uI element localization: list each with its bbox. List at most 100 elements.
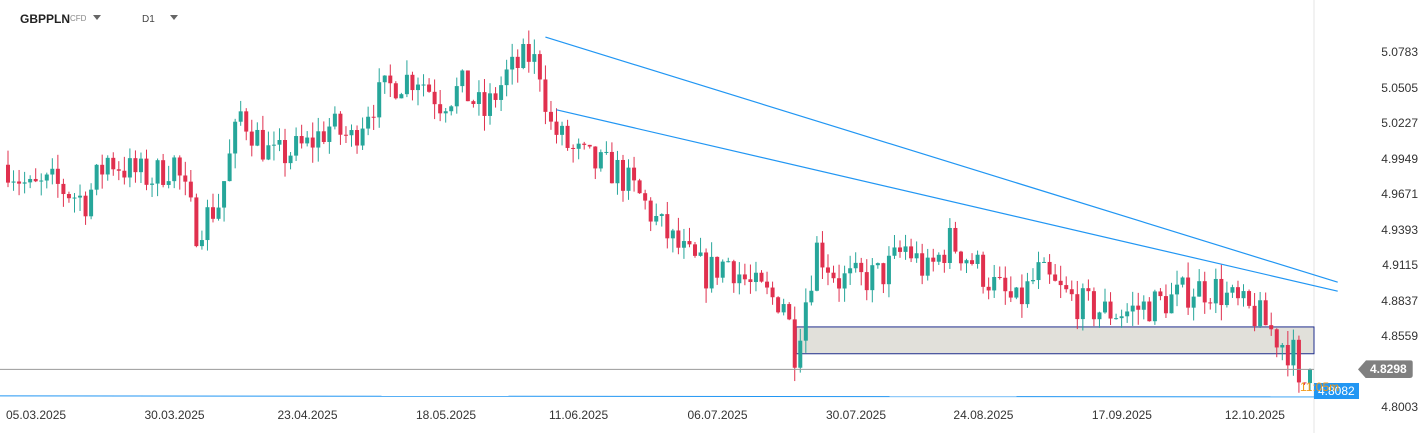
- candle-body: [521, 44, 526, 69]
- candle-body: [1042, 261, 1047, 263]
- candle-body: [820, 242, 825, 268]
- candle-body: [831, 272, 836, 279]
- candle-body: [371, 116, 376, 118]
- candle-body: [1008, 291, 1013, 298]
- candle-body: [305, 137, 310, 144]
- candle-body: [615, 159, 620, 184]
- candle-body: [676, 230, 681, 248]
- x-tick-label: 30.07.2025: [825, 408, 887, 422]
- candle-body: [377, 82, 382, 118]
- candle-body: [859, 262, 864, 273]
- candle-body: [953, 227, 958, 252]
- candle-body: [1125, 311, 1130, 317]
- candle-body: [837, 278, 842, 289]
- candle-body: [427, 84, 432, 92]
- candle-body: [1180, 277, 1185, 285]
- candle-body: [704, 252, 709, 289]
- candle-body: [643, 193, 648, 201]
- candle-body: [825, 267, 830, 273]
- candle-body: [604, 151, 609, 153]
- trendline-2: [556, 109, 1338, 292]
- candle-body: [1274, 329, 1279, 348]
- candle-body: [598, 152, 603, 169]
- candle-body: [1302, 382, 1307, 384]
- candle-body: [382, 75, 387, 83]
- chevron-down-icon[interactable]: [170, 15, 178, 20]
- timeframe-label[interactable]: D1: [142, 14, 155, 25]
- candle-body: [1186, 277, 1191, 308]
- candle-body: [1152, 291, 1157, 322]
- candle-body: [803, 302, 808, 341]
- candle-body: [144, 158, 149, 185]
- x-tick-label: 24.08.2025: [953, 408, 1014, 422]
- candle-body: [920, 253, 925, 276]
- candle-body: [1047, 261, 1052, 275]
- candle-body: [1175, 284, 1180, 295]
- candle-body: [1025, 281, 1030, 305]
- candle-body: [986, 286, 991, 291]
- chevron-down-icon[interactable]: [93, 15, 101, 20]
- candle-body: [1030, 280, 1035, 282]
- candle-body: [720, 261, 725, 278]
- candle-body: [936, 254, 941, 262]
- candle-body: [759, 272, 764, 282]
- candle-body: [216, 207, 221, 219]
- y-tick-label: 4.9115: [1382, 258, 1418, 272]
- candle-body: [587, 144, 592, 147]
- candle-body: [332, 113, 337, 127]
- candle-body: [626, 167, 631, 191]
- candle-body: [443, 111, 448, 114]
- candle-body: [731, 261, 736, 284]
- candle-body: [393, 83, 398, 99]
- candle-body: [853, 262, 858, 269]
- trendline-1: [545, 36, 1338, 283]
- candle-body: [970, 260, 975, 264]
- candle-body: [1269, 325, 1274, 330]
- candle-body: [1014, 287, 1019, 298]
- candle-body: [726, 261, 731, 263]
- candle-body: [283, 140, 288, 164]
- symbol-label[interactable]: GBPPLN: [20, 12, 71, 26]
- candle-body: [532, 54, 537, 62]
- candle-body: [997, 276, 1002, 278]
- candle-body: [709, 256, 714, 289]
- candle-body: [404, 74, 409, 95]
- support-zone: [795, 326, 1315, 355]
- candle-body: [515, 56, 520, 69]
- candle-body: [670, 230, 675, 239]
- candle-body: [681, 241, 686, 248]
- y-tick-label: 4.8837: [1381, 293, 1418, 308]
- candle-body: [288, 155, 293, 164]
- candle-body: [693, 244, 698, 256]
- x-tick-label: 30.03.2025: [144, 408, 205, 422]
- candle-body: [1208, 302, 1213, 304]
- x-tick-label: 12.10.2025: [1224, 408, 1285, 422]
- y-tick-label: 5.0227: [1381, 116, 1418, 130]
- candle-body: [1247, 291, 1252, 306]
- y-tick-label: 4.9393: [1381, 222, 1418, 237]
- candle-body: [892, 247, 897, 256]
- candle-body: [798, 340, 803, 368]
- candle-body: [277, 140, 282, 145]
- candle-body: [1285, 344, 1290, 366]
- candle-body: [1019, 287, 1024, 305]
- candle-body: [355, 130, 360, 146]
- x-tick-label: 06.07.2025: [687, 408, 748, 422]
- candle-body: [44, 174, 49, 181]
- candle-body: [903, 246, 908, 252]
- candle-body: [875, 263, 880, 266]
- candle-body: [698, 252, 703, 256]
- candle-body: [770, 287, 775, 298]
- candle-body: [299, 136, 304, 144]
- candle-body: [1036, 262, 1041, 281]
- candle-body: [748, 279, 753, 283]
- candle-body: [432, 91, 437, 105]
- candle-body: [388, 75, 393, 84]
- candle-body: [1202, 281, 1207, 303]
- candle-timer: 11:05m: [1300, 380, 1340, 394]
- candle-body: [687, 241, 692, 245]
- candle-body: [947, 227, 952, 264]
- candle-body: [61, 183, 66, 195]
- candle-body: [942, 254, 947, 264]
